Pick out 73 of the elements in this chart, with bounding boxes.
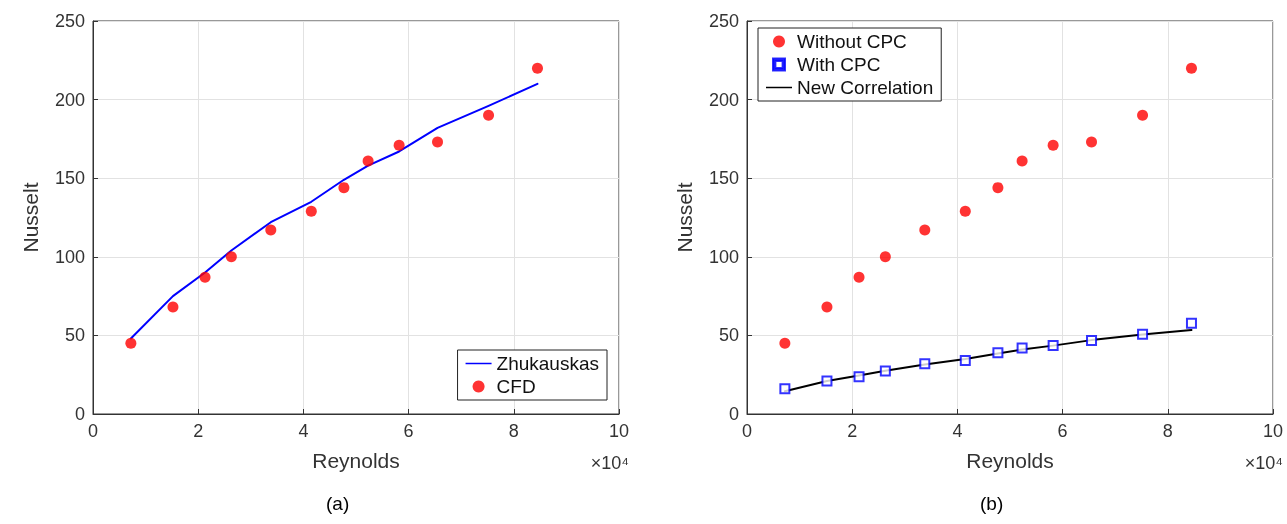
point xyxy=(1185,317,1197,329)
x-tick-label: 6 xyxy=(1057,421,1068,441)
point xyxy=(1086,136,1098,148)
y-tick-label: 150 xyxy=(54,168,85,189)
point xyxy=(879,365,891,377)
point xyxy=(483,109,495,121)
x-axis-title: Reynolds xyxy=(966,449,1054,472)
point xyxy=(1086,335,1098,347)
point xyxy=(199,271,211,283)
point xyxy=(821,375,833,387)
y-tick-label: 250 xyxy=(708,11,739,31)
legend-label: CFD xyxy=(496,376,536,397)
x-tick-label: 0 xyxy=(741,421,753,441)
y-tick-label: 0 xyxy=(74,404,85,424)
y-tick-label: 100 xyxy=(54,246,85,267)
point xyxy=(992,182,1004,194)
point xyxy=(1047,139,1059,151)
point xyxy=(959,205,971,217)
point xyxy=(1047,339,1059,351)
x-tick-label: 4 xyxy=(952,421,963,441)
point xyxy=(167,301,179,313)
x-axis-title: Reynolds xyxy=(312,449,400,472)
point xyxy=(362,155,374,167)
point xyxy=(992,347,1004,359)
point xyxy=(779,337,791,349)
point xyxy=(1137,109,1149,121)
point xyxy=(305,205,317,217)
x-tick-label: 10 xyxy=(1262,421,1284,441)
x-tick-label: 2 xyxy=(847,421,858,441)
point xyxy=(1016,342,1028,354)
point xyxy=(853,371,865,383)
point xyxy=(821,301,833,313)
point xyxy=(225,251,237,263)
y-tick-label: 250 xyxy=(54,11,85,31)
text: ×10⁴ xyxy=(1244,453,1284,473)
y-axis-title: Nusselt xyxy=(673,182,696,253)
point xyxy=(853,271,865,283)
point xyxy=(919,358,931,370)
point xyxy=(959,355,971,367)
point xyxy=(1137,328,1149,340)
legend-label: With CPC xyxy=(797,54,881,75)
point xyxy=(393,139,405,151)
point xyxy=(125,337,137,349)
point xyxy=(432,136,444,148)
y-tick-label: 50 xyxy=(64,325,85,346)
point xyxy=(338,182,350,194)
point xyxy=(1016,155,1028,167)
x-tick-label: 6 xyxy=(403,421,414,441)
y-tick-label: 100 xyxy=(708,246,739,267)
y-tick-label: 200 xyxy=(54,89,85,110)
text: (a) xyxy=(326,493,350,514)
point xyxy=(1185,62,1197,74)
text: (b) xyxy=(980,493,1004,514)
x-tick-label: 2 xyxy=(193,421,204,441)
x-tick-label: 4 xyxy=(298,421,309,441)
x-tick-label: 8 xyxy=(508,421,519,441)
y-tick-label: 0 xyxy=(728,404,739,424)
x-tick-label: 10 xyxy=(608,421,630,441)
y-axis-title: Nusselt xyxy=(19,182,42,253)
legend-label: Without CPC xyxy=(797,31,907,52)
text: ×10⁴ xyxy=(590,453,630,473)
point xyxy=(531,62,543,74)
x-tick-label: 8 xyxy=(1162,421,1173,441)
point xyxy=(879,251,891,263)
y-tick-label: 150 xyxy=(708,168,739,189)
point xyxy=(919,224,931,236)
y-tick-label: 50 xyxy=(718,325,739,346)
legend-label: Zhukauskas xyxy=(496,353,600,374)
legend-label: New Correlation xyxy=(797,77,934,98)
point xyxy=(779,383,791,395)
y-tick-label: 200 xyxy=(708,89,739,110)
point xyxy=(265,224,277,236)
x-tick-label: 0 xyxy=(87,421,99,441)
